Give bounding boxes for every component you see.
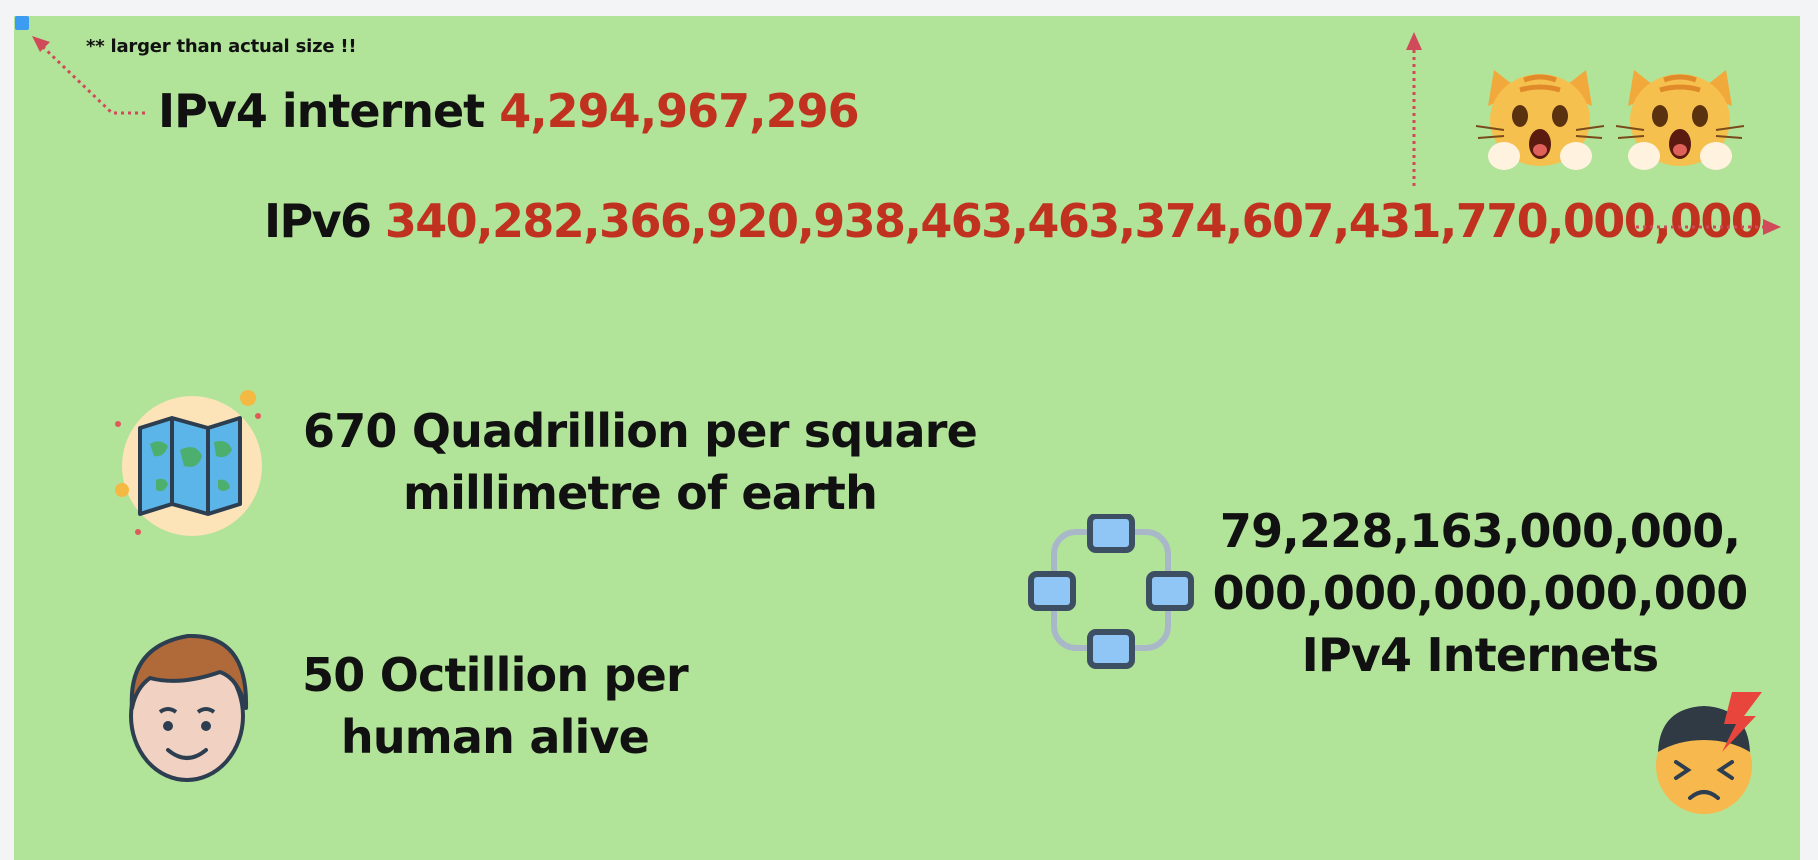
internets-fact-line-2: 000,000,000,000,000	[1212, 566, 1749, 620]
internets-fact-line-3: IPv4 Internets	[1301, 628, 1660, 682]
ipv6-value: 340,282,366,920,938,463,463,374,607,431,…	[384, 194, 1763, 248]
arrow-head-up	[1406, 32, 1422, 50]
internets-fact-line-1: 79,228,163,000,000,	[1219, 504, 1741, 558]
cat-shocked-icon	[1615, 70, 1745, 170]
man-face-icon	[129, 633, 249, 782]
arrow-head-up-left	[32, 36, 50, 52]
arrow-up-left	[40, 44, 145, 115]
size-note: ** larger than actual size !!	[86, 36, 357, 57]
human-fact-line-1: 50 Octillion per	[302, 648, 689, 702]
ipv6-line: IPv6 340,282,366,920,938,463,463,374,607…	[264, 194, 1763, 248]
network-diagram-icon	[1028, 514, 1194, 669]
human-fact: 50 Octillion per human alive	[300, 644, 690, 768]
internets-fact: 79,228,163,000,000, 000,000,000,000,000 …	[1210, 500, 1750, 686]
world-map-icon	[115, 390, 262, 536]
human-fact-line-2: human alive	[340, 710, 650, 764]
earth-fact-line-2: millimetre of earth	[402, 466, 878, 520]
earth-fact-line-1: 670 Quadrillion per square	[303, 404, 978, 458]
ipv4-label: IPv4 internet	[158, 84, 485, 138]
ipv4-line: IPv4 internet 4,294,967,296	[158, 84, 860, 138]
stressed-person-icon	[1656, 692, 1762, 814]
ipv4-value: 4,294,967,296	[499, 84, 859, 138]
ipv6-label: IPv6	[264, 194, 372, 248]
arrow-head-right	[1763, 219, 1781, 235]
earth-fact: 670 Quadrillion per square millimetre of…	[300, 400, 980, 524]
cat-shocked-icon	[1475, 70, 1605, 170]
selection-handle[interactable]	[15, 16, 29, 30]
